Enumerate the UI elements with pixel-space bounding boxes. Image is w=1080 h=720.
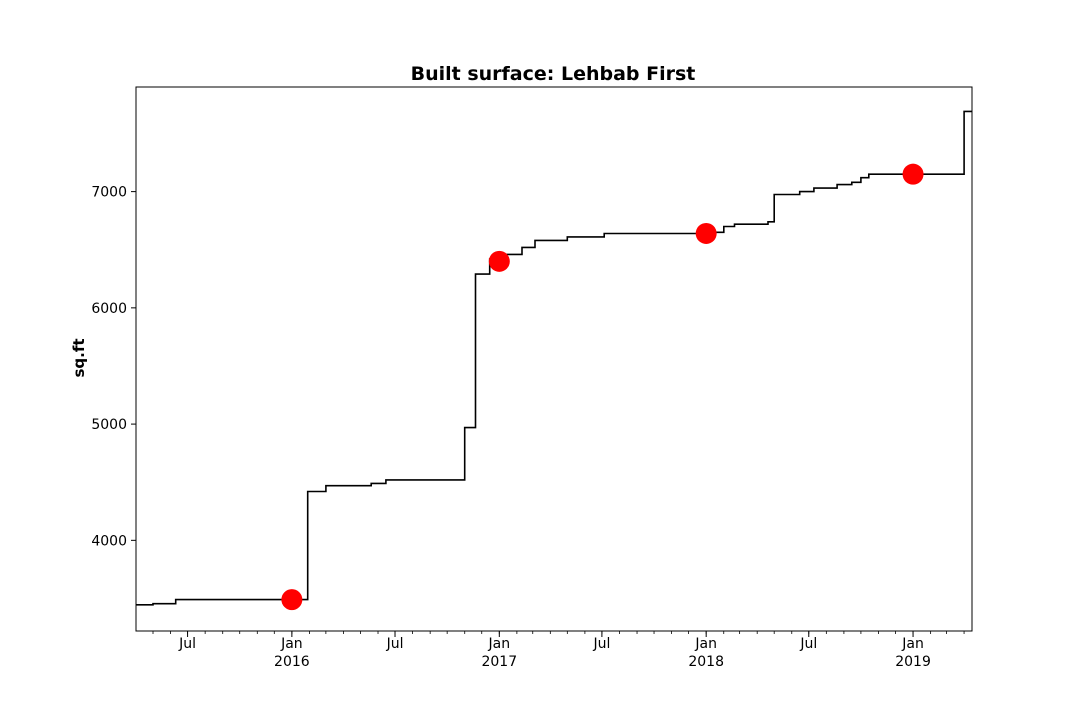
chart-title: Built surface: Lehbab First: [411, 63, 696, 85]
y-tick-label-2: 6000: [91, 301, 127, 317]
y-axis-label: sq.ft: [70, 338, 88, 377]
x-tick-label-4: Jul: [592, 636, 610, 652]
x-tick-year-label-1: 2016: [274, 654, 310, 670]
axes-frame: [135, 86, 973, 632]
y-tick-label-3: 7000: [91, 185, 127, 201]
x-tick-year-label-5: 2018: [688, 654, 724, 670]
data-point-1: [488, 250, 510, 272]
y-tick-label-0: 4000: [91, 533, 127, 549]
plot-area: 4000 5000 6000 7000 Jul Jan 2016 Jul Jan 2017 Jul J…: [91, 86, 973, 670]
x-tick-label-5: Jan: [694, 636, 717, 652]
x-tick-year-label-7: 2019: [895, 654, 931, 670]
x-tick-label-0: Jul: [178, 636, 196, 652]
x-tick-label-3: Jan: [488, 636, 511, 652]
series-line: [136, 110, 972, 606]
data-point-2: [695, 222, 717, 244]
x-tick-label-1: Jan: [280, 636, 303, 652]
y-tick-label-1: 5000: [91, 417, 127, 433]
data-point-3: [902, 163, 924, 185]
x-tick-label-6: Jul: [799, 636, 817, 652]
x-tick-label-2: Jul: [386, 636, 404, 652]
data-point-0: [281, 589, 303, 611]
x-tick-label-7: Jan: [901, 636, 924, 652]
x-tick-year-label-3: 2017: [481, 654, 517, 670]
